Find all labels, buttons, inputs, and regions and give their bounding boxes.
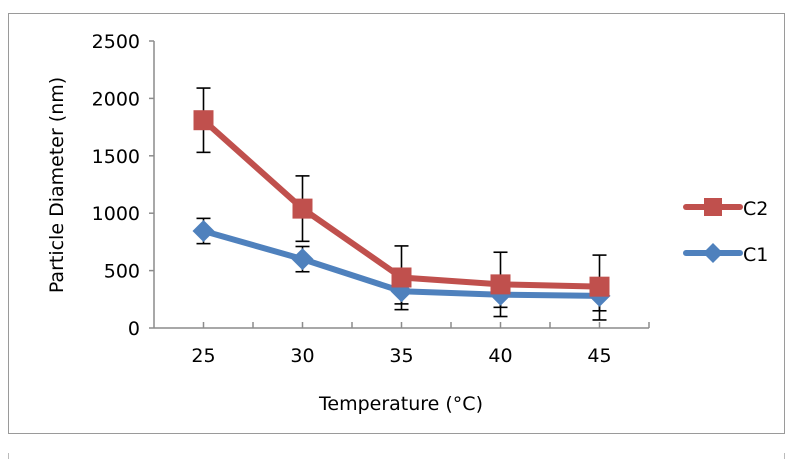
- series-markers: [192, 110, 611, 307]
- axes: [149, 40, 650, 329]
- legend-label-c1: C1: [743, 244, 768, 266]
- chart-frame: [8, 13, 785, 434]
- legend: C2 C1: [683, 198, 768, 266]
- data-point-c2: [193, 110, 214, 131]
- data-point-c2: [391, 267, 412, 288]
- y-tick-label: 500: [104, 261, 140, 283]
- legend-diamond-marker-icon: [703, 243, 723, 263]
- y-tick-label: 2000: [92, 88, 140, 110]
- data-point-c2: [490, 274, 511, 295]
- x-tick-label: 40: [488, 345, 512, 367]
- x-tick-label: 45: [587, 345, 611, 367]
- edge-mark-right: [784, 453, 785, 459]
- x-tick-label: 35: [389, 345, 413, 367]
- x-axis-label: Temperature (°C): [318, 393, 483, 415]
- y-tick-label: 1000: [92, 203, 140, 225]
- y-tick-label: 0: [128, 318, 140, 340]
- data-point-c2: [589, 276, 610, 297]
- data-point-c1: [192, 219, 215, 242]
- y-tick-labels: 0 500 1000 1500 2000 2500: [92, 31, 140, 340]
- data-point-c2: [292, 198, 313, 219]
- edge-mark-left: [8, 453, 9, 459]
- legend-label-c2: C2: [743, 198, 768, 220]
- x-tick-labels: 25 30 35 40 45: [191, 345, 611, 367]
- y-tick-label: 2500: [92, 31, 140, 53]
- y-tick-label: 1500: [92, 146, 140, 168]
- legend-item-c2: C2: [683, 198, 768, 220]
- x-tick-label: 30: [290, 345, 314, 367]
- x-tick-label: 25: [191, 345, 215, 367]
- y-axis-label: Particle Diameter (nm): [46, 77, 68, 293]
- legend-square-marker-icon: [704, 198, 722, 216]
- data-point-c1: [291, 248, 314, 271]
- legend-item-c1: C1: [683, 243, 768, 266]
